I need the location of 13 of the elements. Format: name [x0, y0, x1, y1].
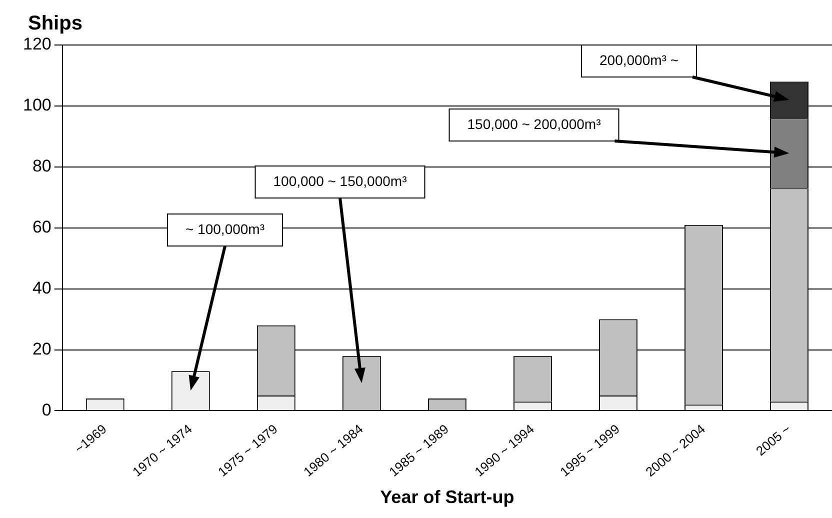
y-axis-title: Ships — [28, 12, 82, 35]
y-tick-label: 40 — [32, 278, 52, 298]
text: ~ 100,000m³ — [186, 220, 265, 237]
text: 200,000m³ ~ — [600, 52, 678, 68]
text: 100,000 ~ 150,000m³ — [273, 172, 408, 189]
y-tick-label: 80 — [32, 156, 52, 176]
text: 150,000 ~ 200,000m³ — [467, 116, 602, 132]
y-tick-label: 0 — [42, 400, 52, 420]
x-axis-title: Year of Start-up — [380, 487, 514, 508]
y-tick-label: 120 — [22, 34, 52, 54]
y-tick-label: 60 — [32, 218, 52, 237]
y-tick-label: 100 — [22, 96, 52, 115]
y-tick-label: 20 — [32, 339, 52, 358]
